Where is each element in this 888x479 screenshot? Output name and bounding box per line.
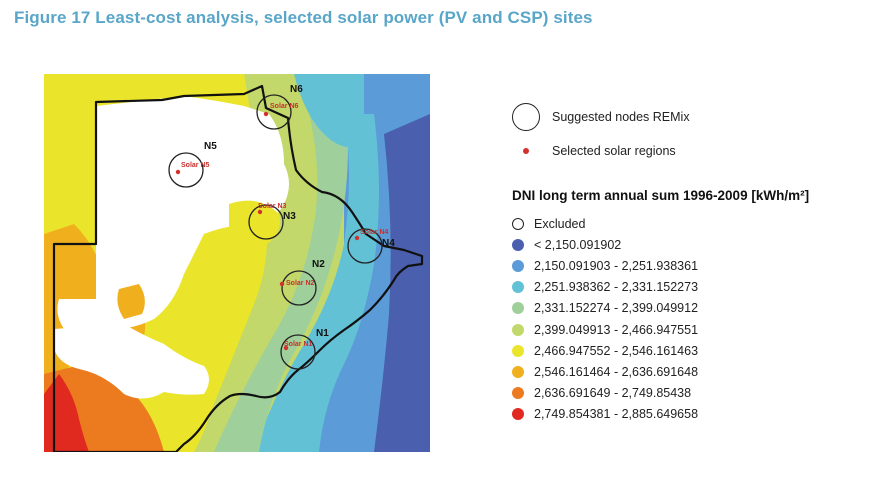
dni-legend-item: < 2,150.091902: [512, 234, 882, 255]
solar-dot-n5: [175, 169, 181, 175]
dni-legend-item: 2,546.161464 - 2,636.691648: [512, 361, 882, 382]
dni-legend-swatch: [512, 238, 524, 251]
dni-legend-list: Excluded < 2,150.091902 2,150.091903 - 2,2…: [512, 213, 882, 425]
legend-suggested-nodes-label: Suggested nodes REMix: [552, 110, 690, 124]
solar-label-n5: Solar N5: [181, 162, 210, 169]
zone-red-sw: [44, 374, 89, 452]
dni-legend-swatch: [512, 259, 524, 272]
node-circle-n5: [168, 152, 204, 188]
dni-legend-label: 2,251.938362 - 2,331.152273: [534, 280, 699, 295]
dni-legend-swatch: [512, 408, 524, 421]
solar-label-n2: Solar N2: [286, 280, 315, 287]
selected-region-symbol: [523, 148, 529, 154]
solar-dot-n4: [354, 235, 360, 241]
dni-legend-item: 2,331.152274 - 2,399.049912: [512, 298, 882, 319]
dni-legend-label: 2,150.091903 - 2,251.938361: [534, 258, 699, 273]
node-label-n3: N3: [283, 211, 296, 222]
legend-selected-regions: Selected solar regions: [512, 134, 882, 168]
solar-label-n1: Solar N1: [284, 341, 313, 348]
dni-legend-swatch: [512, 387, 524, 400]
solar-label-n6: Solar N6: [270, 103, 299, 110]
dni-legend-title: DNI long term annual sum 1996-2009 [kWh/…: [512, 188, 810, 203]
dni-legend-swatch: [512, 281, 524, 294]
dni-legend-label: 2,331.152274 - 2,399.049912: [534, 301, 699, 316]
zone-excluded-north: [57, 96, 290, 329]
solar-dot-n2: [279, 281, 285, 287]
figure-title: Figure 17 Least-cost analysis, selected …: [14, 8, 593, 27]
zone-cyan-north: [294, 74, 364, 148]
node-circle-n4: [347, 228, 383, 264]
zone-yellow-pocket: [229, 200, 280, 248]
map-svg: N6 Solar N6 N5 Solar N5 N3 Solar N3 N4 S…: [44, 74, 430, 452]
legend-selected-regions-label: Selected solar regions: [552, 144, 676, 158]
node-circle-n6: [256, 94, 292, 130]
dni-legend-swatch: [512, 365, 524, 378]
zone-cyan: [254, 114, 379, 452]
dni-legend-item: 2,749.854381 - 2,885.649658: [512, 404, 882, 425]
node-label-n6: N6: [290, 84, 303, 95]
dni-legend-label: < 2,150.091902: [534, 237, 622, 252]
legend-suggested-nodes: Suggested nodes REMix: [512, 100, 882, 134]
dni-legend-item: 2,636.691649 - 2,749.85438: [512, 383, 882, 404]
dni-legend-swatch: [512, 217, 524, 230]
dni-legend-label: 2,466.947552 - 2,546.161463: [534, 343, 699, 358]
dni-legend-swatch: [512, 344, 524, 357]
dni-legend-label: Excluded: [534, 216, 586, 231]
solar-dot-n6: [263, 111, 269, 117]
dni-legend-label: 2,399.049913 - 2,466.947551: [534, 322, 699, 337]
dni-legend-swatch: [512, 302, 524, 315]
solar-label-n3: Solar N3: [258, 203, 287, 210]
node-circle-n3: [248, 204, 284, 240]
dni-legend-label: 2,749.854381 - 2,885.649658: [534, 407, 699, 422]
solar-dot-n3: [257, 209, 263, 215]
dni-map: N6 Solar N6 N5 Solar N5 N3 Solar N3 N4 S…: [44, 74, 430, 452]
node-circle-n2: [281, 270, 317, 306]
node-label-n1: N1: [316, 328, 329, 339]
dni-legend-label: 2,546.161464 - 2,636.691648: [534, 364, 699, 379]
dni-legend-item: 2,251.938362 - 2,331.152273: [512, 277, 882, 298]
map-legend: Suggested nodes REMix Selected solar reg…: [512, 100, 882, 425]
dni-legend-label: 2,636.691649 - 2,749.85438: [534, 386, 692, 401]
zone-excluded-south: [54, 324, 209, 399]
dni-legend-swatch: [512, 323, 524, 336]
node-label-n4: N4: [382, 238, 395, 249]
node-label-n5: N5: [204, 141, 217, 152]
dni-legend-item: 2,150.091903 - 2,251.938361: [512, 255, 882, 276]
solar-label-n4: Solar N4: [360, 229, 389, 236]
node-circle-n1: [280, 334, 316, 370]
suggested-node-symbol: [512, 103, 540, 131]
zone-dark-blue-east: [374, 114, 430, 452]
dni-legend-item: 2,466.947552 - 2,546.161463: [512, 340, 882, 361]
zone-orange-inner: [117, 284, 145, 319]
node-label-n2: N2: [312, 259, 325, 270]
country-border: [52, 84, 424, 452]
solar-dot-n1: [283, 345, 289, 351]
dni-legend-item: Excluded: [512, 213, 882, 234]
dni-legend-item: 2,399.049913 - 2,466.947551: [512, 319, 882, 340]
